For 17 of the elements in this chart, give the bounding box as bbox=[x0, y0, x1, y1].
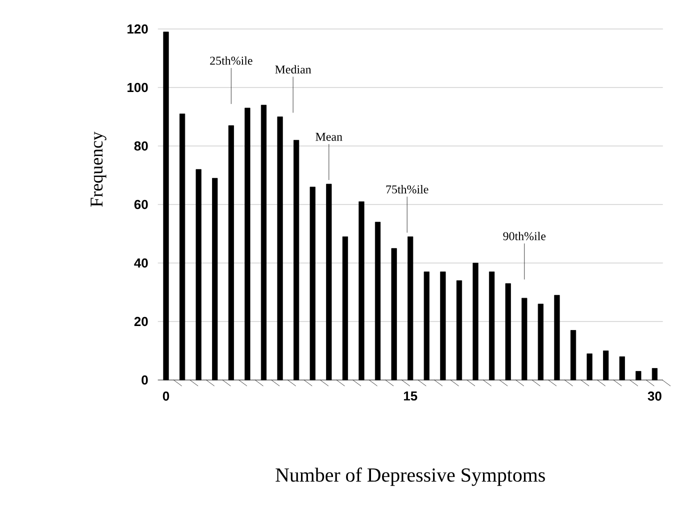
y-tick-label: 100 bbox=[128, 82, 148, 92]
y-tick-label: 120 bbox=[128, 24, 148, 34]
x-axis-title: Number of Depressive Symptoms bbox=[276, 468, 545, 486]
ref-line-label: Median bbox=[275, 65, 312, 74]
y-tick-label: 20 bbox=[134, 316, 148, 326]
y-tick-label: 40 bbox=[134, 258, 148, 268]
y-tick-label: 80 bbox=[134, 141, 148, 151]
ref-line-label: 25th%ile bbox=[210, 56, 252, 65]
y-axis-title: Frequency bbox=[90, 132, 106, 207]
x-tick-label: 30 bbox=[648, 392, 662, 401]
ref-line-label: 90th%ile bbox=[503, 232, 546, 240]
x-tick-label: 0 bbox=[162, 392, 170, 401]
ref-line-label: Mean bbox=[316, 132, 342, 141]
y-tick-label: 60 bbox=[134, 200, 148, 210]
x-tick-label: 15 bbox=[404, 392, 418, 401]
y-tick-label: 0 bbox=[142, 375, 148, 385]
ref-line-label: 75th%ile bbox=[386, 185, 428, 194]
